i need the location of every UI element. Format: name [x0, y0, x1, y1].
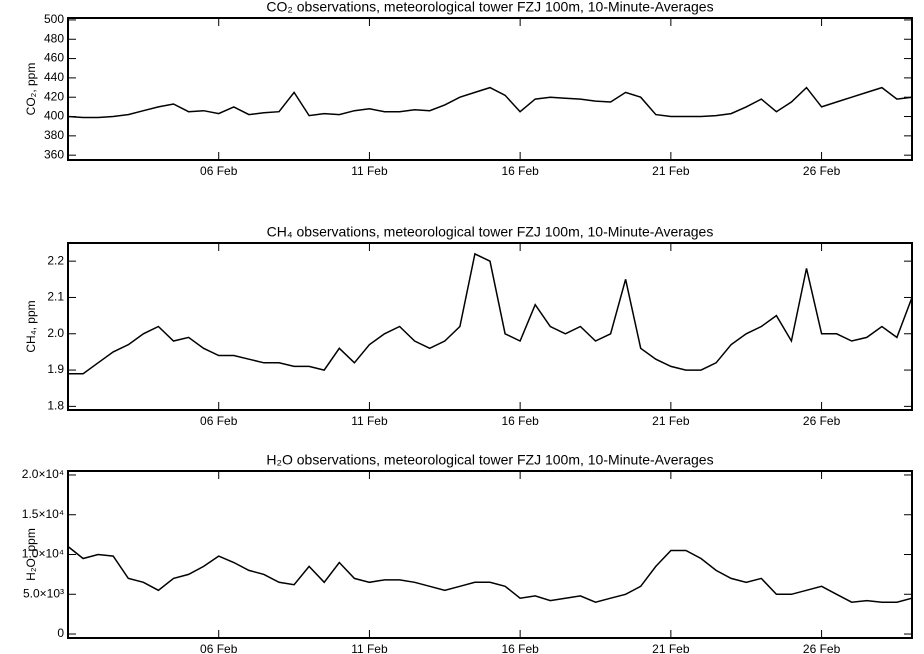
y-tick-label: 500 — [44, 12, 64, 26]
x-tick-label: 06 Feb — [200, 414, 238, 428]
y-tick-label: 480 — [44, 31, 64, 45]
plot-frame — [67, 470, 913, 639]
x-tick-label: 16 Feb — [501, 642, 539, 654]
x-tick-label: 16 Feb — [501, 414, 539, 428]
y-tick-label: 2.2 — [47, 253, 64, 267]
y-tick-label: 380 — [44, 128, 64, 142]
x-tick-label: 21 Feb — [652, 164, 690, 178]
x-tick-label: 26 Feb — [803, 414, 841, 428]
y-tick-label: 2.0×10⁴ — [22, 467, 64, 481]
plot-frame — [67, 17, 913, 161]
x-tick-label: 16 Feb — [501, 164, 539, 178]
chart-title: H₂O observations, meteorological tower F… — [266, 452, 713, 468]
y-tick-label: 0 — [57, 626, 64, 640]
y-tick-label: 1.0×10⁴ — [22, 547, 64, 561]
y-tick-label: 2.1 — [47, 290, 64, 304]
y-tick-label: 420 — [44, 89, 64, 103]
x-tick-label: 26 Feb — [803, 642, 841, 654]
y-tick-label: 2.0 — [47, 326, 64, 340]
y-tick-label: 440 — [44, 70, 64, 84]
y-axis-label: CO₂, ppm — [24, 63, 38, 116]
y-tick-label: 400 — [44, 109, 64, 123]
y-tick-label: 360 — [44, 147, 64, 161]
x-tick-label: 11 Feb — [351, 642, 388, 654]
data-line — [68, 252, 913, 375]
y-tick-label: 460 — [44, 51, 64, 65]
x-tick-label: 21 Feb — [652, 414, 690, 428]
data-line — [67, 545, 913, 603]
x-tick-label: 11 Feb — [351, 164, 388, 178]
data-line — [67, 86, 913, 119]
chart-title: CO₂ observations, meteorological tower F… — [266, 0, 713, 15]
plot-frame — [67, 242, 913, 411]
y-tick-label: 1.9 — [47, 362, 64, 376]
x-tick-label: 26 Feb — [803, 164, 841, 178]
y-tick-label: 5.0×10³ — [23, 586, 64, 600]
x-tick-label: 06 Feb — [200, 642, 238, 654]
y-tick-label: 1.8 — [47, 399, 64, 413]
y-axis-label: H₂O, ppm — [24, 528, 38, 581]
x-tick-label: 21 Feb — [652, 642, 690, 654]
y-tick-label: 1.5×10⁴ — [22, 507, 64, 521]
x-tick-label: 06 Feb — [200, 164, 238, 178]
x-tick-label: 11 Feb — [351, 414, 388, 428]
y-axis-label: CH₄, ppm — [24, 300, 38, 352]
chart-title: CH₄ observations, meteorological tower F… — [267, 224, 714, 240]
